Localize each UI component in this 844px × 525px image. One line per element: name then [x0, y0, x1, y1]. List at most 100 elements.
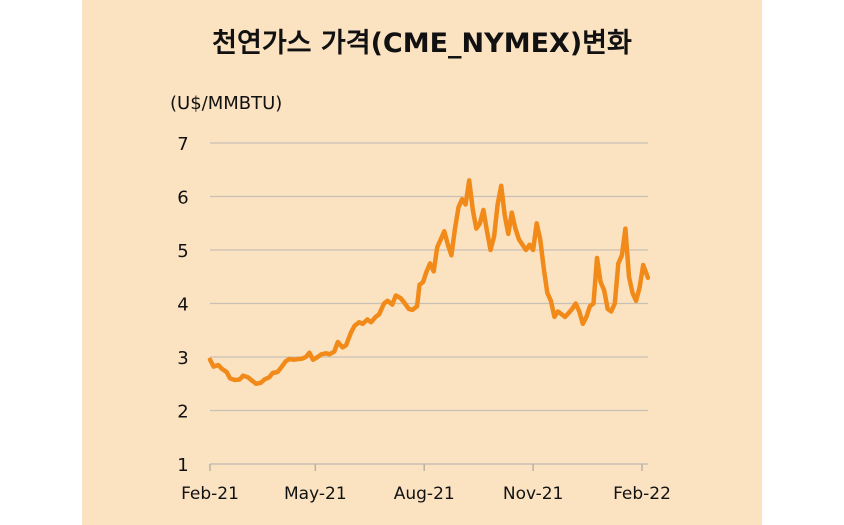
data-point	[229, 377, 231, 379]
data-point	[247, 376, 249, 378]
data-point	[362, 323, 364, 325]
data-point	[596, 257, 598, 259]
data-point	[564, 316, 566, 318]
data-point	[468, 179, 470, 181]
data-point	[263, 378, 265, 381]
y-tick-label: 5	[177, 241, 188, 262]
data-point	[461, 198, 463, 200]
data-point	[268, 376, 270, 378]
data-point	[297, 358, 299, 360]
data-point	[578, 310, 580, 313]
data-point	[546, 292, 548, 294]
data-point	[450, 254, 452, 256]
data-point	[325, 352, 327, 354]
data-point	[293, 359, 295, 361]
data-point	[624, 228, 627, 230]
data-point	[378, 313, 380, 315]
data-point	[433, 270, 435, 272]
data-point	[589, 305, 591, 307]
data-point	[375, 316, 377, 318]
data-point	[521, 244, 524, 246]
data-point	[320, 353, 322, 355]
data-point	[571, 308, 573, 310]
y-tick-label: 2	[177, 402, 188, 423]
data-point	[345, 344, 347, 346]
data-point	[642, 264, 644, 266]
data-point	[411, 309, 413, 311]
y-tick-label: 3	[177, 348, 188, 369]
data-point	[511, 212, 513, 214]
data-point	[497, 203, 499, 206]
data-point	[252, 380, 254, 382]
data-point	[226, 371, 228, 373]
data-point	[272, 372, 274, 374]
data-point	[514, 228, 517, 230]
data-point	[221, 368, 223, 370]
data-point	[358, 321, 360, 323]
data-point	[239, 378, 241, 381]
data-point	[255, 383, 257, 385]
data-point	[447, 244, 449, 246]
data-point	[285, 360, 287, 362]
data-point	[312, 359, 314, 361]
y-tick-label: 4	[177, 295, 188, 316]
data-point	[276, 371, 279, 373]
data-point	[628, 276, 630, 278]
data-point	[568, 312, 570, 314]
data-point	[575, 302, 577, 305]
data-point	[260, 382, 262, 384]
data-point	[440, 238, 442, 240]
data-point	[557, 310, 559, 313]
x-tick-label: Nov-21	[503, 484, 564, 504]
data-point	[429, 262, 431, 264]
data-point	[639, 286, 641, 289]
data-point	[391, 304, 393, 306]
data-point	[532, 249, 534, 251]
data-point	[386, 300, 389, 302]
data-point	[482, 209, 484, 211]
data-point	[422, 281, 424, 283]
data-point	[342, 346, 344, 348]
data-point	[543, 268, 545, 270]
data-point	[426, 270, 428, 272]
data-point	[647, 277, 649, 279]
data-point	[383, 302, 385, 305]
x-tick-label: Aug-21	[394, 484, 455, 504]
data-point	[550, 300, 552, 302]
data-point	[610, 310, 612, 313]
data-point	[607, 308, 609, 310]
data-point	[333, 351, 335, 353]
data-point	[621, 254, 623, 256]
data-point	[600, 281, 602, 283]
y-axis-unit-label: (U$/MMBTU)	[170, 93, 282, 114]
data-point	[416, 305, 418, 307]
y-tick-label: 1	[177, 455, 188, 476]
data-point	[592, 302, 595, 305]
data-point	[603, 289, 605, 291]
data-point	[350, 332, 352, 334]
chart-title: 천연가스 가격(CME_NYMEX)변화	[212, 28, 632, 59]
data-point	[305, 356, 307, 358]
data-point	[234, 379, 236, 381]
data-point	[308, 352, 310, 354]
chart-panel	[82, 0, 762, 525]
data-point	[518, 238, 520, 240]
data-point	[400, 297, 402, 299]
data-point	[457, 206, 460, 208]
data-point	[489, 249, 492, 251]
data-point	[443, 230, 445, 232]
data-point	[418, 284, 421, 286]
data-point	[213, 366, 215, 368]
x-tick-label: Feb-22	[613, 484, 671, 504]
data-point	[631, 292, 634, 294]
data-point	[436, 246, 438, 248]
data-point	[536, 222, 538, 224]
data-point	[465, 203, 467, 206]
data-point	[403, 301, 405, 303]
data-point	[585, 316, 588, 318]
data-point	[353, 325, 355, 327]
data-point	[582, 323, 584, 325]
data-point	[366, 318, 368, 321]
data-point	[539, 238, 541, 240]
data-point	[614, 302, 616, 305]
